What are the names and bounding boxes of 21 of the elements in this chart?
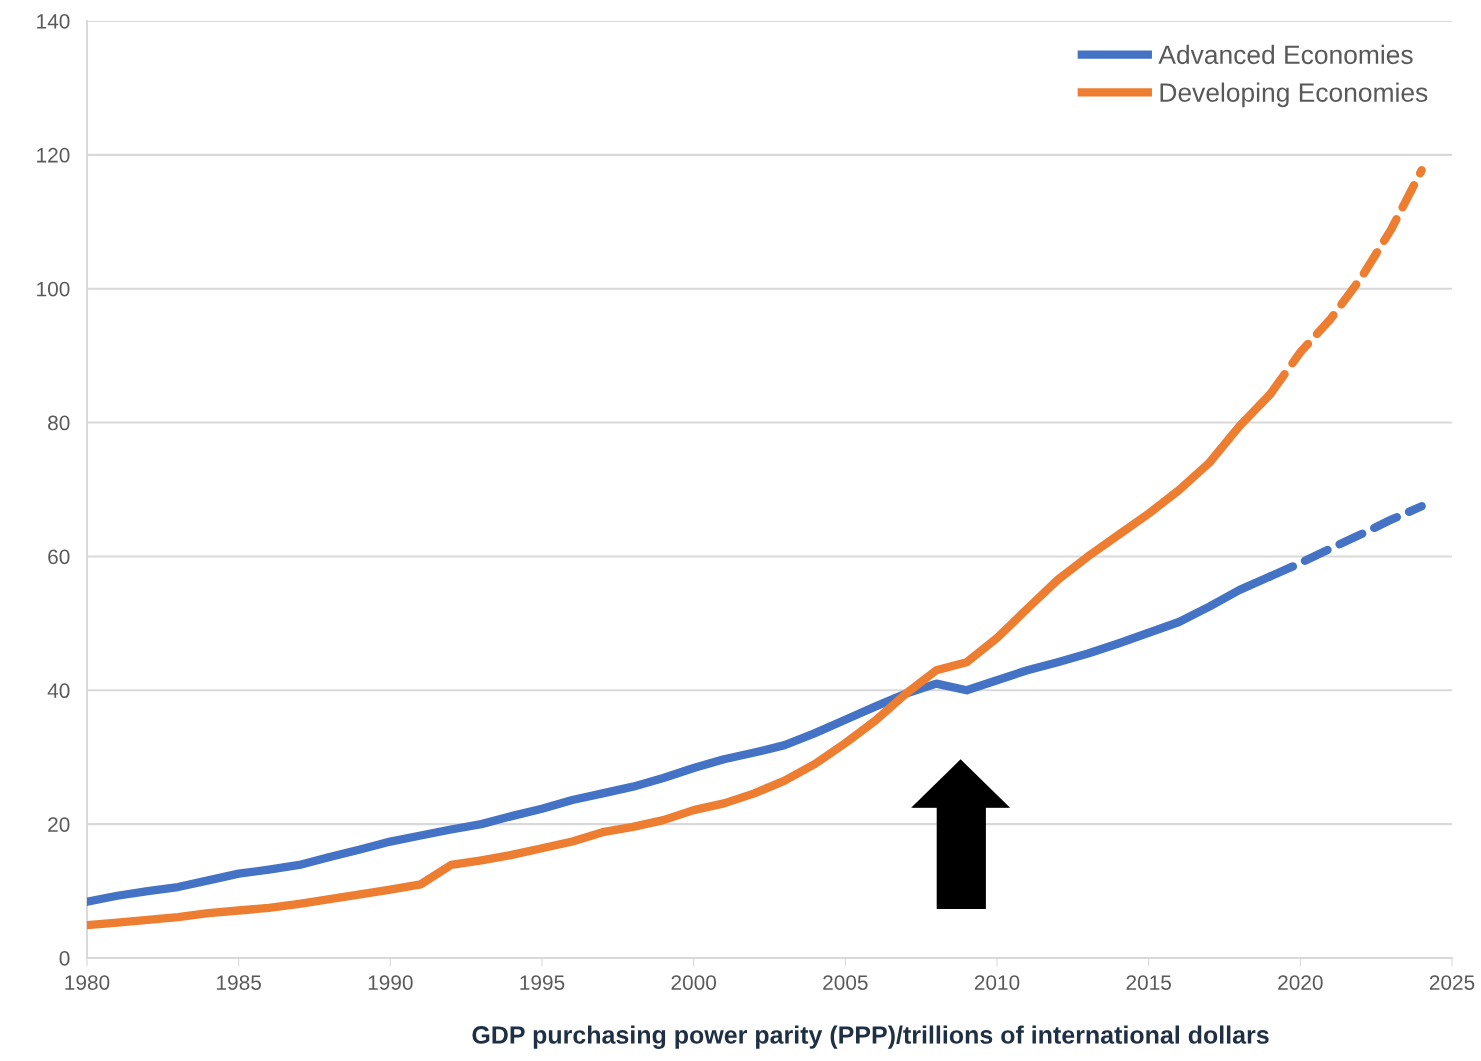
y-tick-label: 0 [59, 951, 70, 966]
x-tick-label: 2010 [974, 975, 1020, 990]
x-tick-label: 1990 [368, 975, 413, 990]
x-tick-label: 2025 [1429, 975, 1475, 990]
x-axis-title: GDP purchasing power parity (PPP)/trillions of international dollars [472, 1025, 1269, 1049]
y-tick-label: 20 [48, 817, 70, 832]
legend-label: Developing Economies [1160, 82, 1428, 108]
y-tick-label: 140 [37, 14, 70, 29]
x-tick-label: 1980 [65, 975, 110, 990]
y-tick-label: 100 [37, 281, 70, 297]
x-tick-label: 2000 [671, 975, 717, 990]
x-tick-label: 1985 [217, 975, 261, 990]
x-tick-label: 1995 [520, 975, 565, 990]
y-tick-label: 80 [48, 415, 70, 431]
x-tick-label: 2015 [1126, 975, 1171, 990]
legend-label: Advanced Economies [1158, 44, 1413, 65]
y-tick-label: 40 [47, 683, 70, 699]
x-tick-label: 2020 [1278, 975, 1323, 990]
x-tick-label: 2005 [823, 975, 868, 990]
y-tick-label: 120 [37, 147, 70, 163]
y-tick-label: 60 [48, 549, 70, 565]
